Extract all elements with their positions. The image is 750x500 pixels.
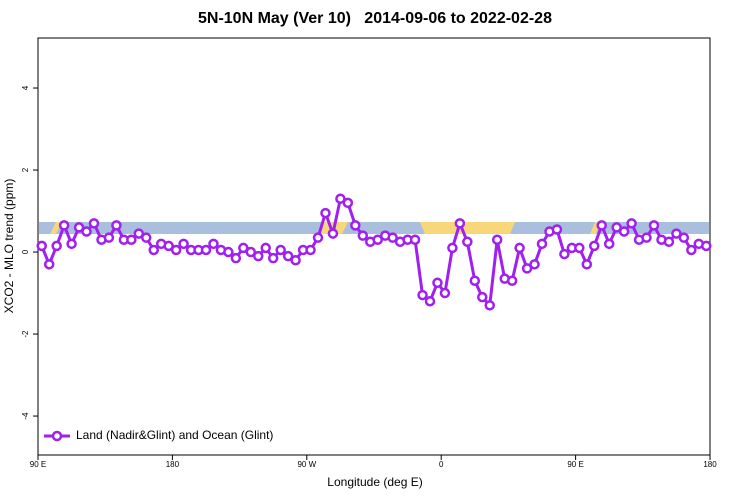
x-tick-label: 180 (703, 460, 717, 469)
data-point (529, 259, 540, 270)
y-tick-label: 0 (21, 249, 30, 254)
data-point (335, 193, 346, 204)
data-point (648, 220, 660, 231)
data-point (521, 263, 533, 274)
x-tick-label: 90 E (567, 460, 583, 469)
data-point (372, 234, 383, 245)
data-point (230, 252, 242, 264)
data-point (484, 300, 495, 311)
data-point (200, 244, 212, 256)
data-point (253, 250, 264, 262)
legend-label: Land (Nadir&Glint) and Ocean (Glint) (76, 428, 273, 442)
data-point (536, 238, 548, 250)
data-point (686, 244, 697, 256)
data-point (133, 228, 145, 239)
data-point (282, 250, 294, 262)
x-tick-label: 90 W (297, 460, 316, 469)
data-point (312, 232, 324, 243)
data-point (305, 244, 316, 256)
data-point (409, 234, 421, 245)
data-point (73, 222, 85, 233)
x-tick-label: 90 E (30, 460, 46, 469)
data-point (342, 197, 354, 209)
data-point (417, 289, 428, 301)
data-point (469, 275, 481, 286)
data-point (671, 228, 682, 239)
data-point (58, 220, 70, 231)
data-point (103, 232, 115, 243)
x-tick-label: 180 (166, 460, 180, 469)
data-point (574, 242, 585, 254)
data-point (514, 242, 525, 254)
data-point (327, 228, 339, 239)
data-point (589, 240, 600, 252)
data-point (477, 291, 488, 303)
data-point (223, 246, 234, 258)
data-point (141, 232, 152, 243)
data-point (491, 234, 503, 245)
data-point (551, 224, 563, 235)
data-point (432, 277, 443, 289)
data-point (581, 259, 593, 270)
data-point (596, 220, 607, 231)
y-tick-label: -4 (21, 412, 30, 420)
surface-band (39, 222, 709, 234)
data-point (275, 244, 286, 256)
data-point (290, 254, 301, 266)
ocean-band (39, 222, 709, 234)
data-point (111, 220, 122, 231)
data-point (245, 246, 257, 258)
data-point (178, 238, 189, 250)
y-tick-label: -2 (21, 330, 30, 338)
x-axis-label: Longitude (deg E) (327, 475, 422, 489)
data-point (447, 242, 458, 254)
data-point (260, 242, 271, 254)
data-point (641, 232, 652, 243)
data-point (238, 242, 249, 254)
data-point (462, 236, 473, 248)
data-point (626, 218, 637, 229)
data-point (439, 287, 451, 299)
data-point (208, 238, 219, 250)
data-point (611, 222, 622, 233)
data-point (387, 232, 398, 243)
data-point (701, 240, 712, 252)
data-point (603, 238, 615, 250)
data-point (36, 240, 47, 252)
data-point (454, 218, 466, 229)
data-point (559, 248, 570, 260)
data-point (424, 295, 436, 307)
data-point (170, 244, 182, 256)
data-point (43, 259, 55, 270)
data-point (267, 252, 279, 264)
data-point (678, 232, 690, 243)
data-point (506, 275, 518, 286)
data-point (618, 226, 630, 237)
data-point (51, 240, 62, 252)
y-tick-label: 4 (21, 85, 30, 90)
data-point (126, 234, 137, 245)
land-band (420, 222, 515, 234)
y-axis-label: XCO2 - MLO trend (ppm) (2, 179, 16, 314)
data-point (350, 220, 361, 231)
data-point (81, 226, 92, 237)
data-point (163, 240, 174, 252)
data-point (663, 236, 675, 248)
data-point (66, 238, 77, 250)
y-tick-label: 2 (21, 167, 30, 172)
chart-title: 5N-10N May (Ver 10) 2014-09-06 to 2022-0… (198, 10, 552, 27)
data-point (88, 218, 100, 229)
data-point (357, 230, 369, 241)
legend-marker (51, 430, 63, 442)
data-point (148, 244, 159, 256)
x-tick-label: 0 (439, 460, 444, 469)
data-point (320, 207, 331, 219)
